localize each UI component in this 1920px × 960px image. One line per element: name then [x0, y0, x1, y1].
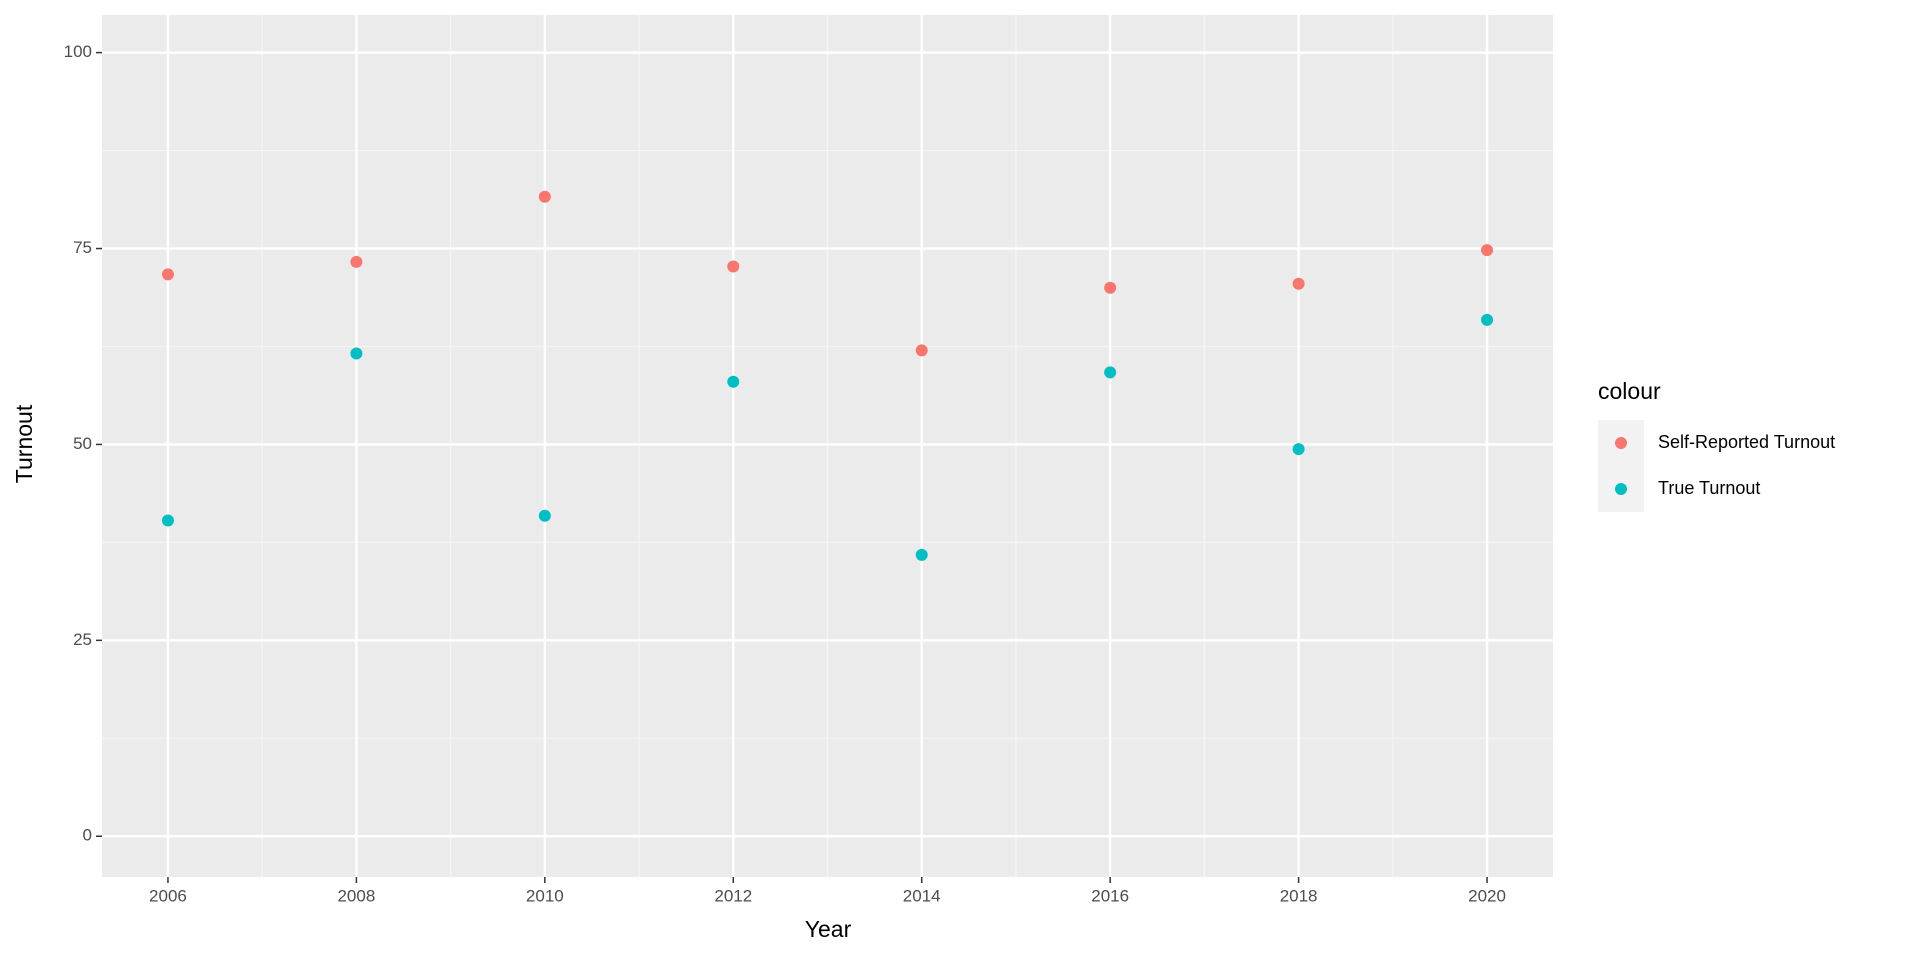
point — [915, 344, 928, 357]
point — [1481, 244, 1494, 257]
point — [350, 347, 363, 360]
x-tick-label: 2008 — [337, 886, 375, 905]
x-tick-label: 2010 — [526, 886, 564, 905]
y-tick-label: 100 — [64, 42, 92, 61]
point — [538, 509, 551, 522]
x-tick-label: 2018 — [1280, 886, 1318, 905]
point — [1481, 313, 1494, 326]
point — [727, 260, 740, 273]
y-tick-label: 25 — [73, 630, 92, 649]
point — [538, 190, 551, 203]
legend-title: colour — [1598, 378, 1661, 404]
legend-marker — [1615, 437, 1627, 449]
x-axis-title: Year — [805, 916, 852, 942]
y-tick-label: 75 — [73, 238, 92, 257]
point — [161, 514, 174, 527]
x-tick-label: 2006 — [149, 886, 187, 905]
x-tick-label: 2020 — [1468, 886, 1506, 905]
y-axis-title: Turnout — [11, 404, 37, 483]
point — [1292, 277, 1305, 290]
point — [161, 268, 174, 281]
legend-marker — [1615, 483, 1627, 495]
x-tick-label: 2012 — [714, 886, 752, 905]
point — [350, 255, 363, 268]
x-tick-label: 2014 — [903, 886, 941, 905]
legend-label: Self-Reported Turnout — [1658, 432, 1835, 452]
x-tick-label: 2016 — [1091, 886, 1129, 905]
point — [1104, 281, 1117, 294]
y-tick-label: 0 — [83, 826, 92, 845]
point — [1104, 366, 1117, 379]
legend-label: True Turnout — [1658, 478, 1760, 498]
point — [1292, 443, 1305, 456]
point — [727, 375, 740, 388]
point — [915, 548, 928, 561]
y-tick-label: 50 — [73, 434, 92, 453]
